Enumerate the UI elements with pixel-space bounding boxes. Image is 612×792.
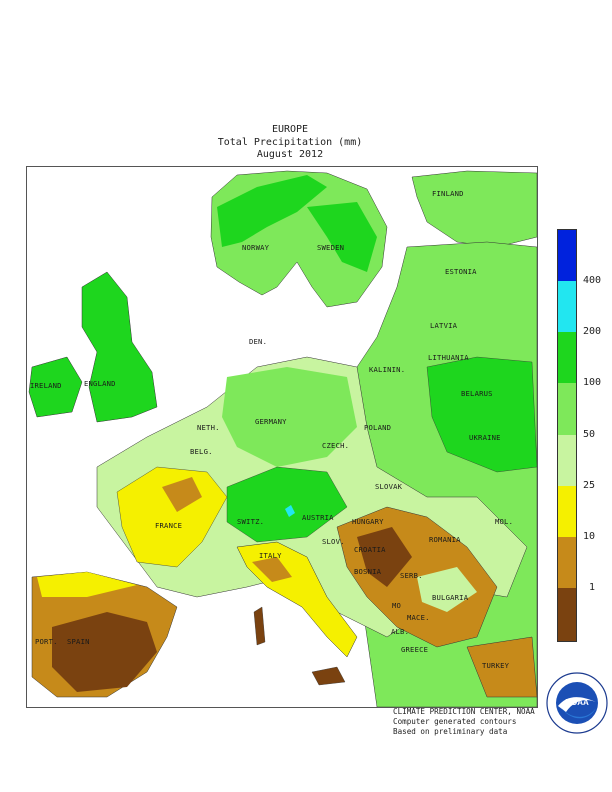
land-finland [411,170,537,248]
legend-label-200: 200 [583,326,602,337]
label-england: ENGLAND [84,379,116,388]
legend-swatch-100-200 [558,332,576,383]
legend-swatch-200-400 [558,281,576,332]
legend-label-25: 25 [583,480,596,491]
legend-swatch-below-1 [558,588,576,641]
wet-germany [222,367,357,467]
label-ireland: IRELAND [30,381,62,390]
label-hungary: HUNGARY [352,517,384,526]
label-den: DEN. [249,337,268,346]
label-bulgaria: BULGARIA [432,593,469,602]
label-czech: CZECH. [322,441,350,450]
legend-label-50: 50 [583,429,596,440]
legend-swatch-1-10 [558,537,576,588]
noaa-logo-text: NOAA [565,698,589,707]
label-slov: SLOV. [322,537,345,546]
label-france: FRANCE [155,521,183,530]
label-poland: POLAND [364,423,392,432]
credit-line-3: Based on preliminary data [393,727,508,736]
noaa-logo: NOAA [546,672,608,734]
label-ukraine: UKRAINE [469,433,501,442]
label-greece: GREECE [401,645,429,654]
label-italy: ITALY [259,551,282,560]
label-mace: MACE. [407,613,430,622]
dry-italy [252,557,292,582]
label-neth: NETH. [197,423,220,432]
label-mol: MOL. [495,517,514,526]
map-title: EUROPE Total Precipitation (mm) August 2… [160,124,420,162]
wet-sweden [307,202,377,272]
label-switz: SWITZ. [237,517,265,526]
wet-norway [217,175,327,247]
wet-alps [226,466,348,543]
credit-line-2: Computer generated contours [393,717,517,726]
island-corsica [253,606,266,646]
lake-blue [285,505,295,517]
label-romania: ROMANIA [429,535,461,544]
title-region: EUROPE [271,124,309,135]
wet-belarus [426,356,537,473]
precipitation-map: FINLAND NORWAY SWEDEN ESTONIA LATVIA LIT… [26,166,538,708]
legend-swatch-above-400 [558,230,576,281]
credit-line-1: CLIMATE PREDICTION CENTER, NOAA [393,707,535,716]
label-lithuania: LITHUANIA [428,353,469,362]
legend-label-400: 400 [583,275,602,286]
label-mo: MO [392,601,402,610]
dry-turkey [466,636,537,698]
wet-bulgaria [417,567,477,612]
island-sicily [311,666,346,686]
label-finland: FINLAND [432,189,464,198]
label-turkey: TURKEY [482,661,510,670]
wet-spain-north [37,572,137,597]
legend-label-1: 1 [589,582,596,593]
color-legend [557,229,577,642]
land-ireland [28,356,83,418]
label-serb: SERB. [400,571,423,580]
label-kalinin: KALININ. [369,365,406,374]
map-canvas [28,170,537,707]
legend-label-100: 100 [583,377,602,388]
very-dry-france [162,477,202,512]
label-port: PORT. [35,637,58,646]
title-product: Total Precipitation (mm) [217,136,363,148]
label-bosnia: BOSNIA [354,567,382,576]
title-period: August 2012 [256,149,324,160]
legend-swatch-25-50 [558,435,576,486]
very-dry-spain [52,612,157,692]
label-germany: GERMANY [255,417,287,426]
label-slovak: SLOVAK [375,482,403,491]
label-austria: AUSTRIA [302,513,334,522]
label-norway: NORWAY [242,243,270,252]
label-alb: ALB. [391,627,410,636]
noaa-emblem-icon: NOAA [546,672,608,734]
very-dry-balkans [357,527,412,587]
label-belarus: BELARUS [461,389,493,398]
label-latvia: LATVIA [430,321,458,330]
legend-swatch-10-25 [558,486,576,537]
label-croatia: CROATIA [354,545,386,554]
legend-swatch-50-100 [558,383,576,435]
label-sweden: SWEDEN [317,243,345,252]
label-spain: SPAIN [67,637,90,646]
label-estonia: ESTONIA [445,267,477,276]
land-britain [81,271,158,423]
legend-label-10: 10 [583,531,596,542]
label-belg: BELG. [190,447,213,456]
